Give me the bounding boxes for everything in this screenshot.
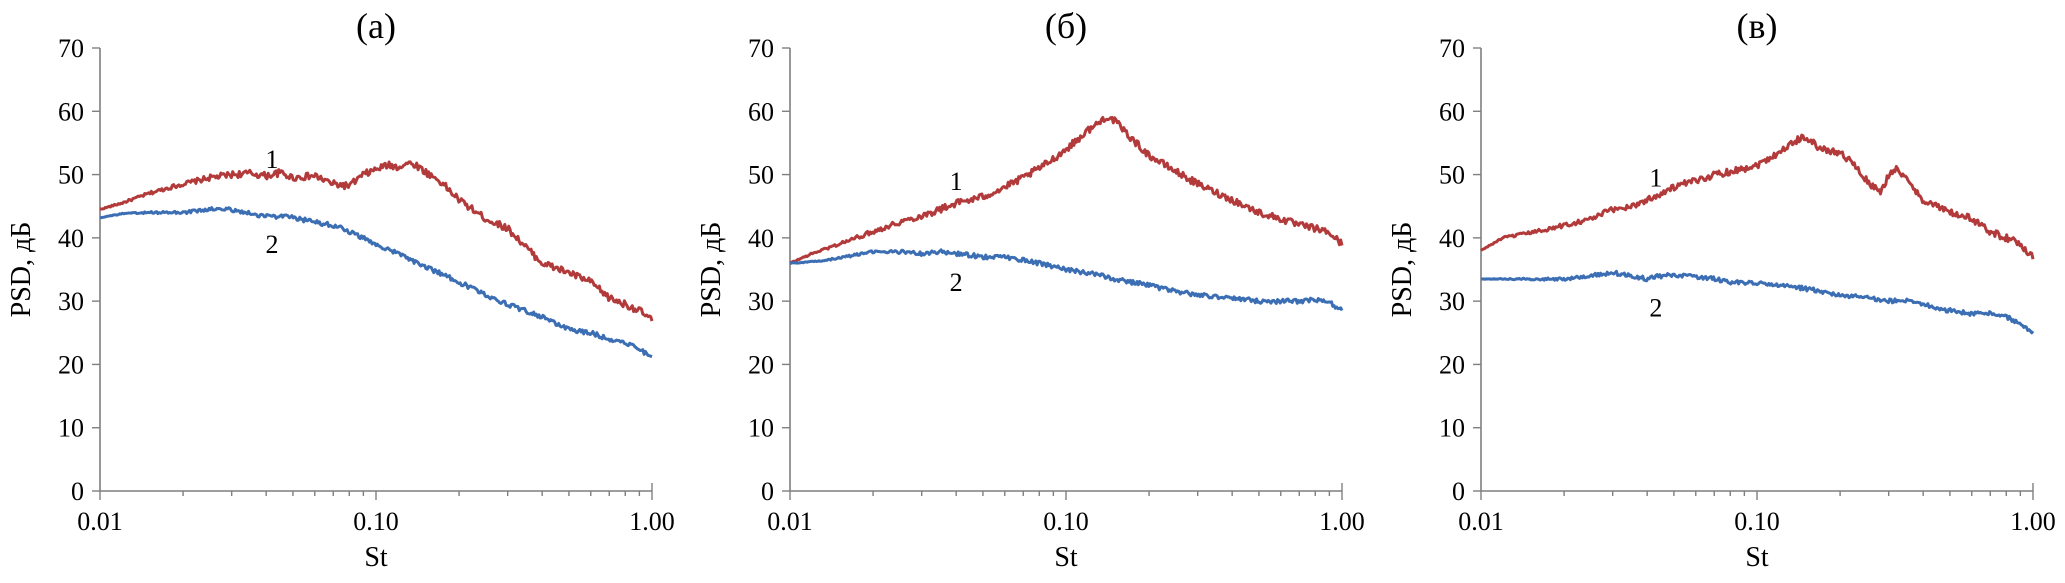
curve-label: 2 bbox=[266, 230, 279, 259]
curve-label: 1 bbox=[266, 145, 279, 174]
panel-title: (а) bbox=[356, 6, 396, 46]
x-tick-label: 1.00 bbox=[1319, 507, 1365, 536]
chart-panel-2: 0 10 20 30 40 50 60 70 0.01 0.10 1.00 (б) St PSD, дБ 1… bbox=[696, 6, 1365, 573]
y-tick-label: 40 bbox=[58, 224, 84, 253]
x-tick-label: 0.01 bbox=[767, 507, 813, 536]
y-tick-label: 50 bbox=[58, 161, 84, 190]
x-tick-label: 1.00 bbox=[629, 507, 675, 536]
x-axis-title: St bbox=[1054, 542, 1078, 573]
y-tick-label: 30 bbox=[1439, 287, 1465, 316]
y-tick-label: 10 bbox=[748, 414, 774, 443]
y-axis-title: PSD, дБ bbox=[1387, 222, 1418, 318]
y-axis-title: PSD, дБ bbox=[6, 222, 37, 318]
y-tick-label: 60 bbox=[1439, 97, 1465, 126]
y-tick-label: 70 bbox=[58, 34, 84, 63]
panel-title: (б) bbox=[1045, 6, 1087, 46]
series-line-1 bbox=[789, 115, 1344, 265]
x-tick-label: 0.01 bbox=[1458, 507, 1504, 536]
y-tick-label: 10 bbox=[58, 414, 84, 443]
series-line-1 bbox=[99, 160, 654, 322]
y-tick-label: 20 bbox=[748, 350, 774, 379]
x-axis-title: St bbox=[364, 542, 388, 573]
y-tick-label: 50 bbox=[748, 161, 774, 190]
curve-label: 1 bbox=[950, 167, 963, 196]
y-tick-label: 60 bbox=[58, 97, 84, 126]
curve-label: 2 bbox=[1649, 293, 1662, 322]
y-tick-label: 50 bbox=[1439, 161, 1465, 190]
y-tick-label: 70 bbox=[1439, 34, 1465, 63]
y-tick-label: 0 bbox=[71, 477, 84, 506]
y-tick-label: 10 bbox=[1439, 414, 1465, 443]
y-tick-label: 40 bbox=[748, 224, 774, 253]
y-axis-title: PSD, дБ bbox=[696, 222, 727, 318]
x-tick-label: 1.00 bbox=[2010, 507, 2056, 536]
y-tick-label: 20 bbox=[58, 350, 84, 379]
x-tick-label: 0.10 bbox=[1043, 507, 1089, 536]
x-tick-label: 0.10 bbox=[1734, 507, 1780, 536]
y-tick-label: 70 bbox=[748, 34, 774, 63]
y-tick-label: 60 bbox=[748, 97, 774, 126]
curve-label: 2 bbox=[950, 268, 963, 297]
y-tick-label: 30 bbox=[58, 287, 84, 316]
y-tick-label: 0 bbox=[761, 477, 774, 506]
series-line-2 bbox=[99, 206, 653, 359]
curve-label: 1 bbox=[1649, 164, 1662, 193]
series-line-2 bbox=[1480, 269, 2035, 335]
x-tick-label: 0.10 bbox=[353, 507, 399, 536]
x-tick-label: 0.01 bbox=[77, 507, 123, 536]
y-tick-label: 30 bbox=[748, 287, 774, 316]
y-tick-label: 40 bbox=[1439, 224, 1465, 253]
panel-title: (в) bbox=[1737, 6, 1778, 46]
y-tick-label: 20 bbox=[1439, 350, 1465, 379]
x-axis-title: St bbox=[1745, 542, 1769, 573]
chart-panel-3: 0 10 20 30 40 50 60 70 0.01 0.10 1.00 (в) St PSD, дБ 1… bbox=[1387, 6, 2056, 573]
series-line-2 bbox=[789, 248, 1344, 312]
chart-panel-1: 0 10 20 30 40 50 60 70 0.01 0.10 1.00 (а) St PSD, дБ 1… bbox=[6, 6, 675, 573]
series-line-1 bbox=[1480, 133, 2035, 260]
y-tick-label: 0 bbox=[1452, 477, 1465, 506]
